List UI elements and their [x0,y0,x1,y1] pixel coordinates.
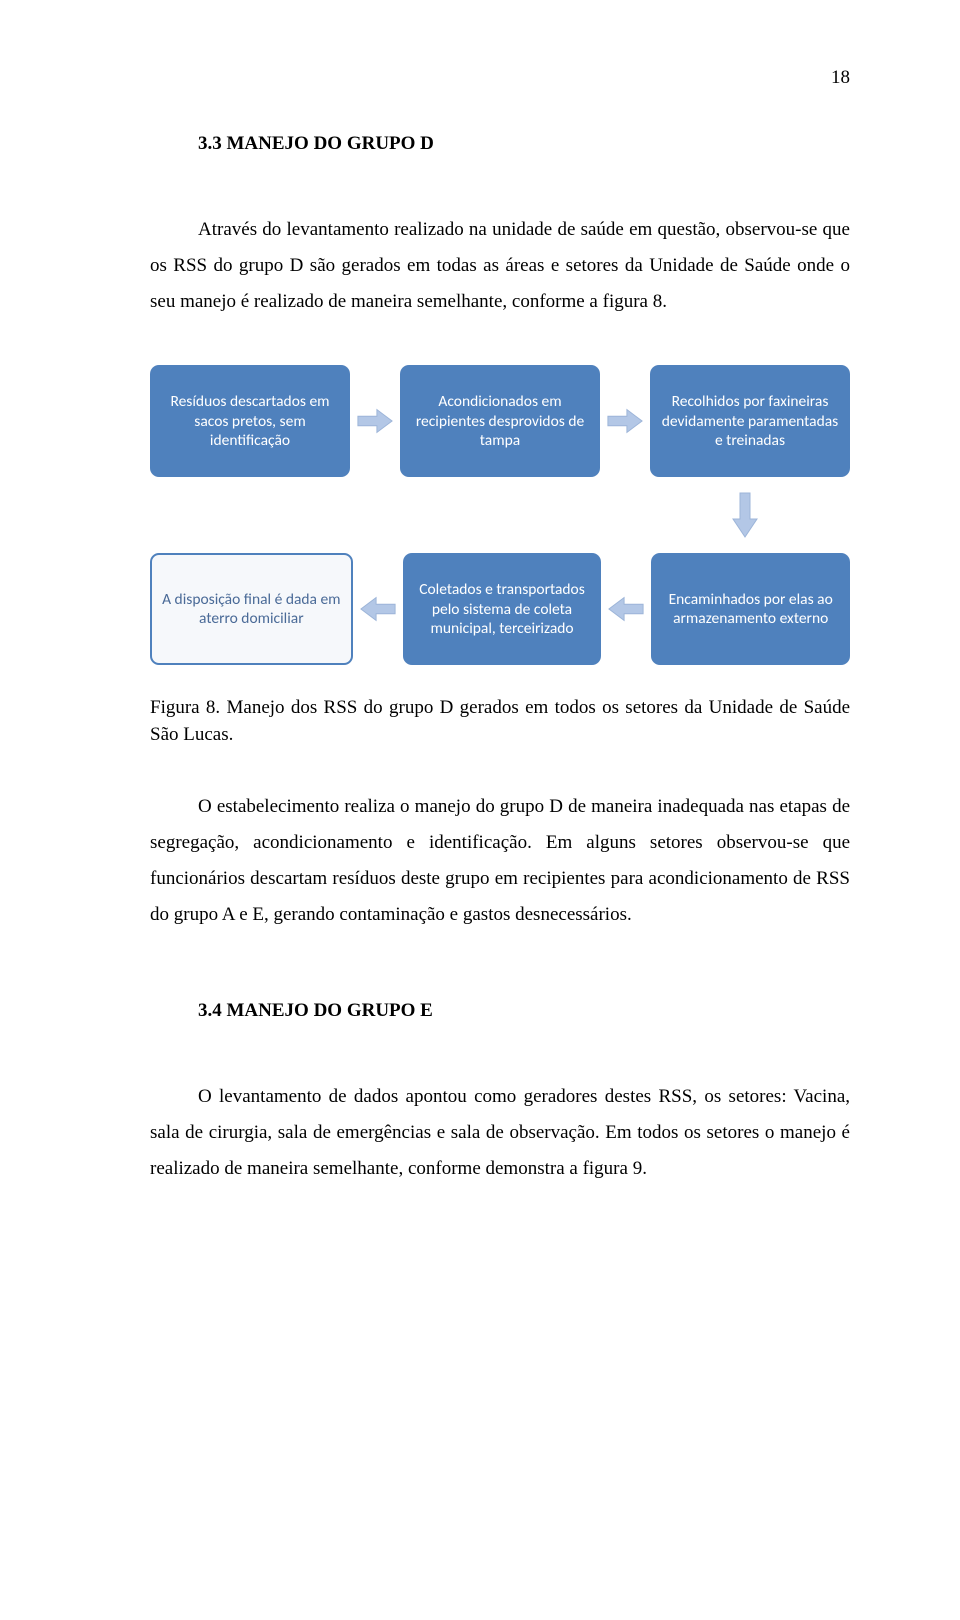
section-heading-3-4: 3.4 MANEJO DO GRUPO E [198,993,850,1029]
flow-box-2: Acondicionados em recipientes desprovido… [400,365,600,477]
section-heading-3-3: 3.3 MANEJO DO GRUPO D [198,126,850,162]
arrow-left-icon [359,594,397,624]
flow-box-5: Coletados e transportados pelo sistema d… [403,553,602,665]
flow-row-1: Resíduos descartados em sacos pretos, se… [150,365,850,477]
arrow-left-icon [607,594,645,624]
figure-caption-8: Figura 8. Manejo dos RSS do grupo D gera… [150,695,850,748]
flow-box-4: Encaminhados por elas ao armazenamento e… [651,553,850,665]
flow-row-2: A disposição final é dada em aterro domi… [150,553,850,665]
arrow-right-icon [356,406,394,436]
paragraph-analysis: O estabelecimento realiza o manejo do gr… [150,789,850,933]
flow-box-6: A disposição final é dada em aterro domi… [150,553,353,665]
arrow-down-icon [730,491,760,539]
flowchart-figure-8: Resíduos descartados em sacos pretos, se… [150,365,850,665]
flow-box-1: Resíduos descartados em sacos pretos, se… [150,365,350,477]
paragraph-intro: Através do levantamento realizado na uni… [150,212,850,320]
flow-vertical-arrow-wrap [150,491,850,539]
arrow-right-icon [606,406,644,436]
paragraph-group-e: O levantamento de dados apontou como ger… [150,1079,850,1187]
flow-box-3: Recolhidos por faxineiras devidamente pa… [650,365,850,477]
page-number: 18 [150,60,850,96]
